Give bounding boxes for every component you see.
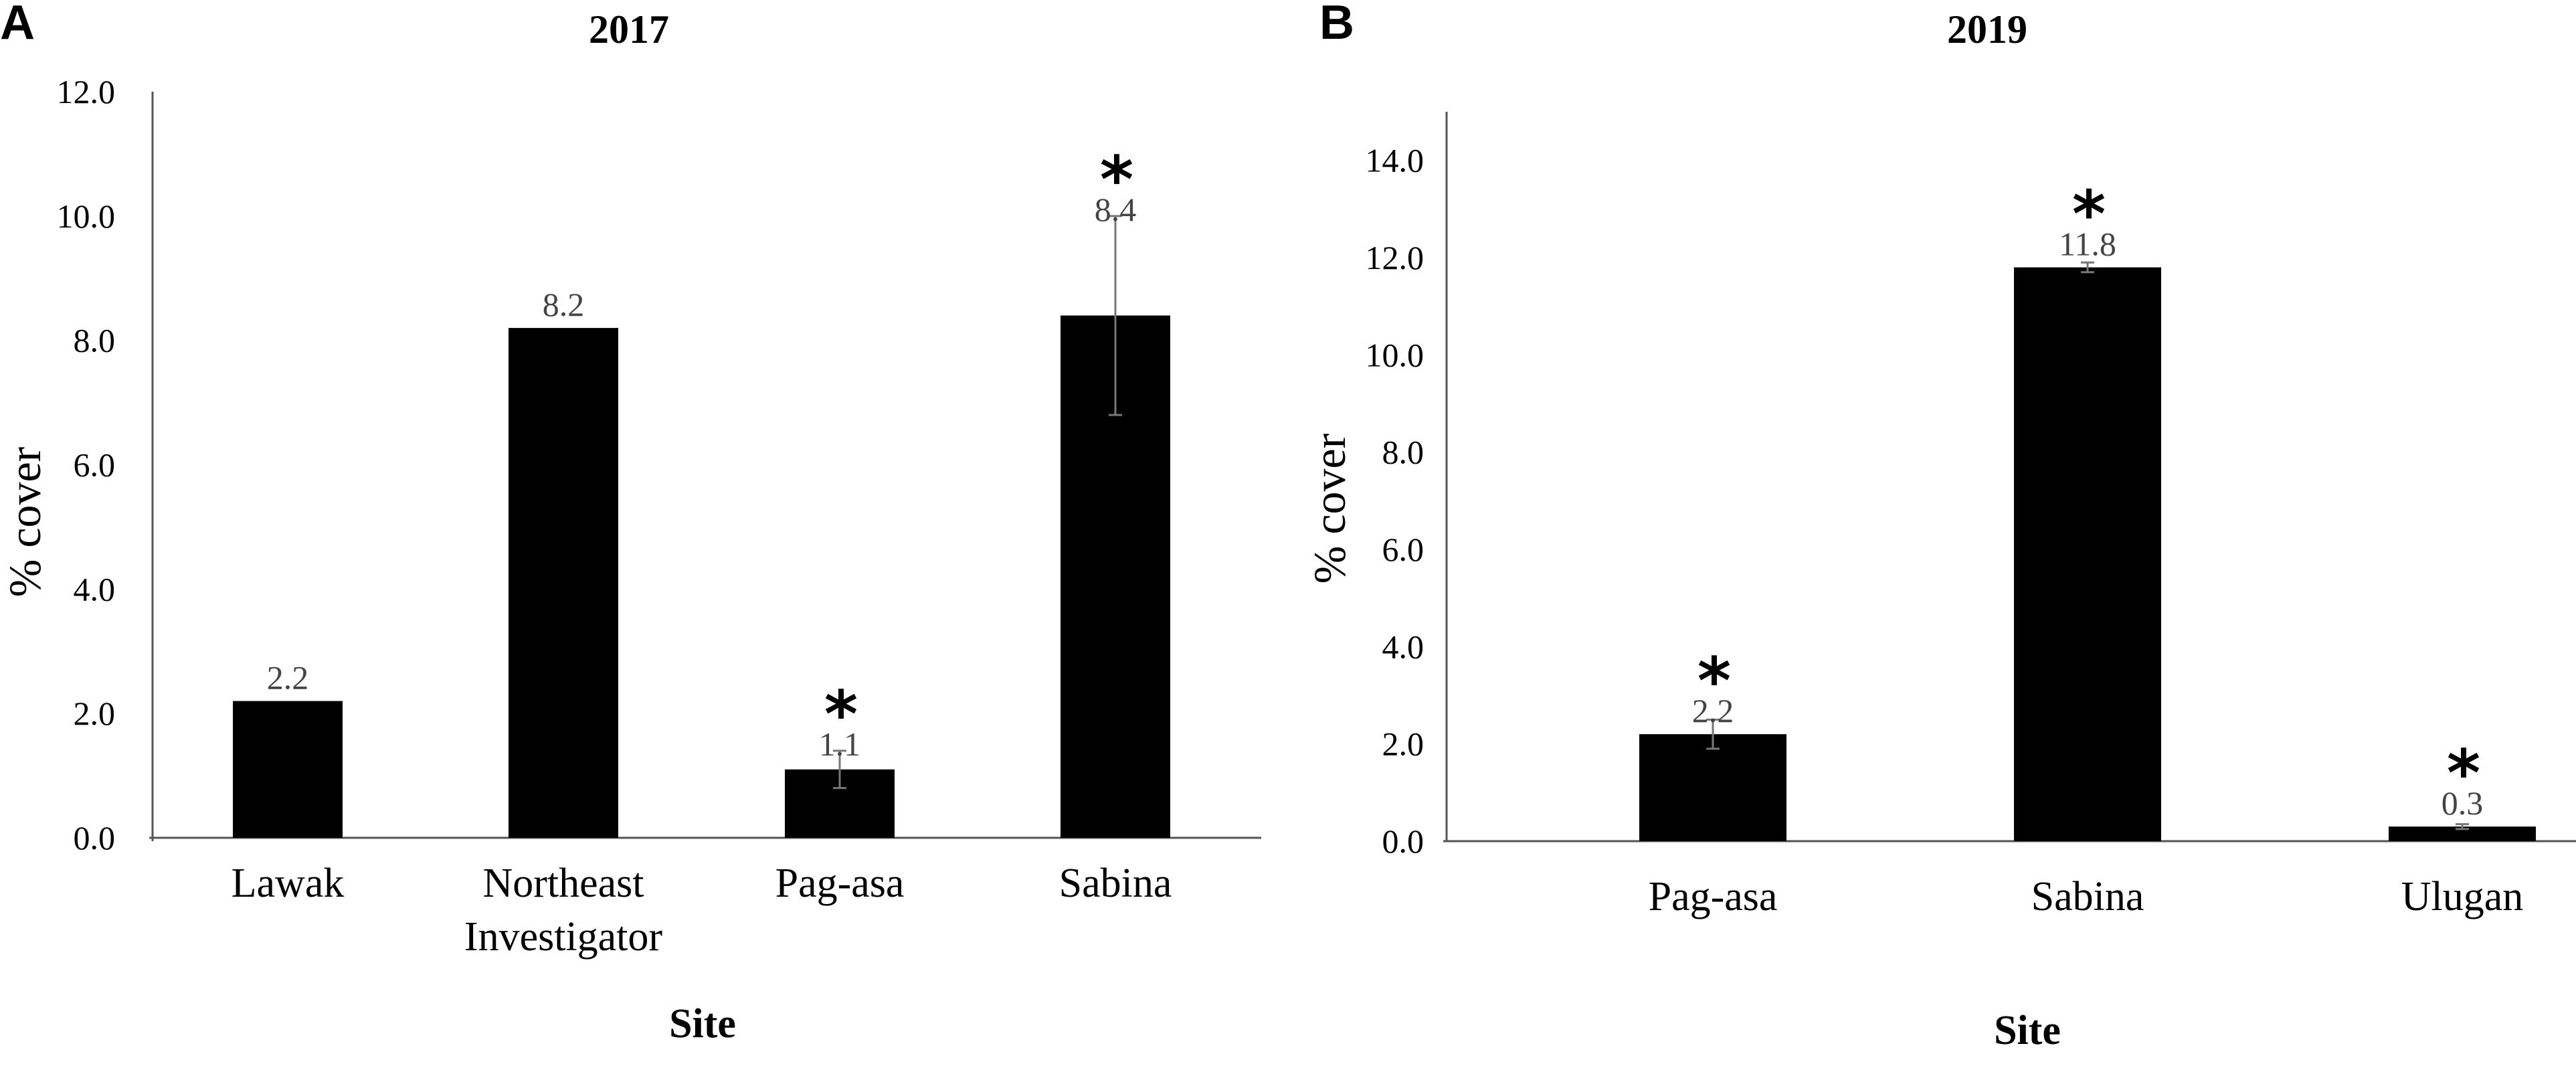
panel-a-bar <box>509 328 618 838</box>
panel-b-y-tick-label: 4.0 <box>1382 628 1424 665</box>
panel-b-category-label: Pag-asa <box>1649 874 1778 919</box>
panel-a-y-tick-label: 4.0 <box>74 570 116 608</box>
panel-b-title: 2019 <box>1947 7 2027 52</box>
panel-a-data-label: 8.4 <box>1095 191 1137 228</box>
panel-b-data-label: 0.3 <box>2442 784 2484 822</box>
panel-b-y-tick-label: 0.0 <box>1382 822 1424 860</box>
panel-a-data-label: 1.1 <box>819 725 861 763</box>
panel-b-bar <box>1639 734 1786 841</box>
panel-b-bar <box>2014 267 2161 841</box>
panel-b-y-tick-label: 10.0 <box>1366 336 1424 373</box>
panel-b-data-label: 2.2 <box>1692 692 1734 729</box>
panel-b-y-tick-label: 14.0 <box>1366 142 1424 179</box>
panel-b-significance-star: * <box>2447 736 2480 811</box>
panel-b-y-tick-label: 2.0 <box>1382 725 1424 763</box>
panel-b-y-tick-label: 6.0 <box>1382 531 1424 568</box>
panel-a-category-label: Pag-asa <box>775 861 905 906</box>
panel-b-y-tick-label: 12.0 <box>1366 239 1424 276</box>
panel-b-x-axis-label: Site <box>1994 1008 2061 1053</box>
panel-b-letter: B <box>1319 0 1354 50</box>
panel-a-y-tick-label: 6.0 <box>74 446 116 484</box>
panel-a-bar <box>233 701 343 838</box>
panel-a-y-tick-label: 0.0 <box>74 819 116 857</box>
panel-a-y-tick-label: 12.0 <box>57 73 116 110</box>
panel-b-bar <box>2389 826 2536 841</box>
panel-b-significance-star: * <box>1697 644 1731 719</box>
panel-b-y-tick-label: 8.0 <box>1382 434 1424 471</box>
panel-a-y-axis-label: % cover <box>0 446 50 597</box>
panel-a-data-label: 2.2 <box>267 659 309 697</box>
panel-a-significance-star: * <box>824 677 858 752</box>
panel-a-chart: A 2017 % cover Site 0.0 2.0 4.0 6.0 8.0 10.0 1… <box>0 0 1261 1047</box>
panel-b-significance-star: * <box>2072 177 2106 252</box>
panel-b-chart: B 2019 % cover Site 0.0 2.0 4.0 6.0 8.0 10.0 1… <box>1304 0 2576 1053</box>
panel-a-letter: A <box>0 0 35 50</box>
panel-b-category-label: Ulugan <box>2401 874 2524 919</box>
panel-a-data-label: 8.2 <box>543 286 585 323</box>
panel-b-data-label: 11.8 <box>2059 226 2116 263</box>
panel-a-title: 2017 <box>589 7 669 52</box>
panel-a-y-tick-label: 8.0 <box>74 322 116 359</box>
panel-a-category-label: Lawak <box>232 861 345 906</box>
panel-a-y-tick-label: 10.0 <box>57 197 116 235</box>
panel-a-category-label: Investigator <box>464 914 662 960</box>
panel-b-category-label: Sabina <box>2031 874 2144 919</box>
panel-a-x-axis-label: Site <box>669 1001 736 1047</box>
panel-a-significance-star: * <box>1100 143 1133 217</box>
panel-a-y-tick-label: 2.0 <box>74 695 116 732</box>
panel-a-category-label: Sabina <box>1059 861 1172 906</box>
panel-b-y-axis-label: % cover <box>1304 433 1355 584</box>
panel-a-category-label: Northeast <box>482 861 644 906</box>
